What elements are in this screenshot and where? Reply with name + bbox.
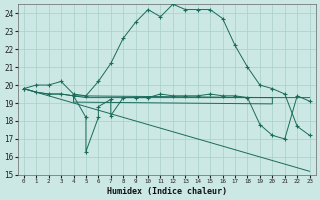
- X-axis label: Humidex (Indice chaleur): Humidex (Indice chaleur): [107, 187, 227, 196]
